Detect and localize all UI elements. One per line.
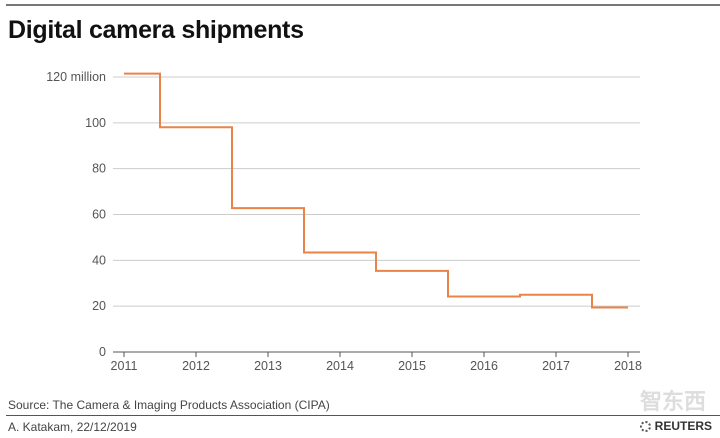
y-tick-label: 0 [99, 345, 106, 359]
x-tick-label: 2016 [470, 359, 498, 373]
y-tick-label: 120 million [46, 70, 106, 84]
y-tick-label: 20 [92, 299, 106, 313]
x-tick-label: 2012 [182, 359, 210, 373]
x-tick-label: 2011 [111, 359, 138, 373]
y-tick-label: 40 [92, 253, 106, 267]
reuters-logo: REUTERS [639, 419, 712, 433]
source-note: Source: The Camera & Imaging Products As… [8, 398, 330, 412]
x-tick-label: 2013 [254, 359, 282, 373]
y-tick-label: 80 [92, 162, 106, 176]
logo-text: REUTERS [654, 419, 712, 433]
x-tick-label: 2017 [542, 359, 570, 373]
reuters-logo-icon [639, 420, 651, 432]
y-tick-label: 60 [92, 208, 106, 222]
bottom-rule [6, 415, 720, 416]
y-tick-label: 100 [85, 116, 106, 130]
series-line [124, 72, 628, 309]
chart-title: Digital camera shipments [8, 16, 304, 44]
x-tick-label: 2014 [326, 359, 354, 373]
top-rule [6, 4, 720, 6]
byline: A. Katakam, 22/12/2019 [8, 420, 137, 434]
watermark: 智东西 [639, 389, 706, 414]
x-tick-label: 2015 [398, 359, 426, 373]
x-tick-label: 2018 [614, 359, 642, 373]
